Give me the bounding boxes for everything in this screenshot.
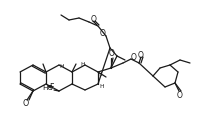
Text: O: O — [109, 50, 115, 58]
Text: O: O — [131, 52, 137, 61]
Text: H: H — [81, 61, 85, 67]
Text: H: H — [60, 65, 64, 70]
Text: O: O — [100, 29, 106, 38]
Text: O: O — [91, 15, 97, 24]
Text: F: F — [50, 83, 54, 92]
Text: HO: HO — [42, 85, 53, 91]
Text: O: O — [138, 51, 144, 60]
Text: O: O — [177, 90, 183, 99]
Text: H: H — [100, 83, 104, 88]
Text: O: O — [23, 99, 29, 109]
Text: H: H — [98, 72, 102, 77]
